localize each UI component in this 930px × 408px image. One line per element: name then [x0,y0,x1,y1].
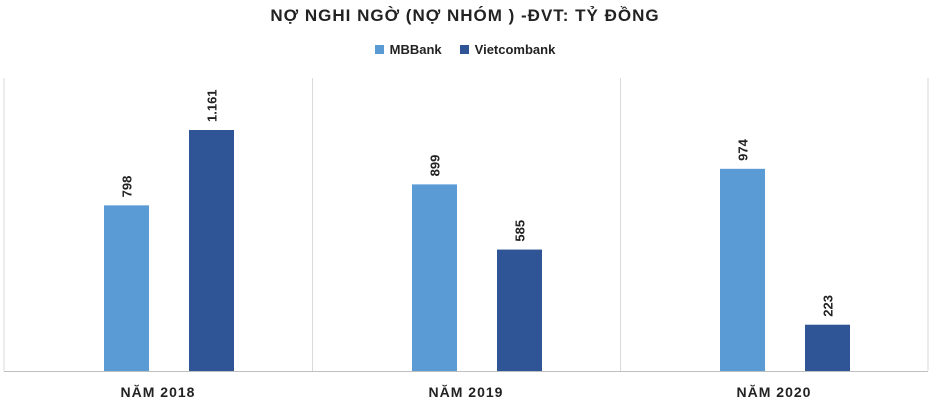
x-tick-label: NĂM 2020 [737,384,812,400]
bar-vietcombank [805,324,850,371]
legend: MBBank Vietcombank [0,42,930,57]
legend-label-vietcombank: Vietcombank [474,42,556,57]
legend-label-mbbank: MBBank [389,42,442,57]
x-tick-label: NĂM 2019 [429,384,504,400]
legend-swatch-vietcombank [459,45,469,54]
legend-swatch-mbbank [374,45,384,54]
legend-item-vietcombank: Vietcombank [459,42,556,57]
bar-vietcombank [497,249,542,371]
bar-mbbank [412,184,457,371]
legend-item-mbbank: MBBank [374,42,442,57]
data-label-vietcombank: 223 [821,295,836,317]
data-label-vietcombank: 585 [513,220,528,242]
data-label-mbbank: 899 [428,155,443,177]
data-label-mbbank: 798 [120,176,135,198]
x-tick-label: NĂM 2018 [121,384,196,400]
data-label-vietcombank: 1.161 [205,89,220,122]
bar-mbbank [720,168,765,371]
bar-vietcombank [189,130,234,371]
data-label-mbbank: 974 [736,138,751,160]
chart-title: NỢ NGHI NGỜ (NỢ NHÓM ) -ĐVT: TỶ ĐỒNG [270,6,660,25]
bar-mbbank [104,205,149,371]
